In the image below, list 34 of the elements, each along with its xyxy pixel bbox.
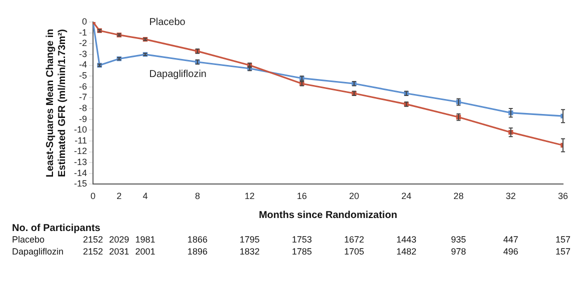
text: No. of Participants bbox=[12, 222, 101, 234]
y-tick-label: -8 bbox=[78, 102, 88, 113]
x-tick-label: 4 bbox=[142, 191, 148, 202]
y-tick-label: -11 bbox=[74, 135, 88, 146]
x-tick-label: 2 bbox=[116, 191, 122, 202]
y-tick-label: -9 bbox=[78, 114, 88, 124]
y-tick-label: -5 bbox=[78, 70, 88, 81]
y-tick-label: -15 bbox=[74, 178, 88, 189]
x-tick-label: 12 bbox=[244, 191, 255, 202]
y-tick-label: -14 bbox=[74, 168, 88, 178]
x-tick-label: 8 bbox=[194, 191, 200, 202]
x-tick-label: 0 bbox=[90, 191, 96, 202]
y-tick-label: -6 bbox=[78, 81, 88, 92]
y-tick-label: -7 bbox=[78, 92, 88, 102]
x-tick-label: 16 bbox=[296, 191, 307, 202]
series-label: Placebo bbox=[149, 17, 186, 28]
x-tick-label: 28 bbox=[454, 191, 464, 202]
y-tick-label: -3 bbox=[78, 48, 88, 59]
y-tick-label: -1 bbox=[78, 27, 88, 38]
text: Placebo 2152 2029 1981 1866 1795 1753 1672 1443 935 447 157 bbox=[12, 234, 571, 245]
series-label: Dapagliflozin bbox=[149, 69, 206, 80]
x-tick-label: 32 bbox=[506, 191, 516, 202]
y-tick-label: -4 bbox=[78, 60, 88, 70]
y-axis-title: Least-Squares Mean Change in Estimated GFR (ml/min/1.73m²) bbox=[44, 28, 68, 178]
x-tick-label: 24 bbox=[401, 191, 412, 202]
y-tick-label: -10 bbox=[74, 124, 88, 135]
y-tick-label: -12 bbox=[74, 146, 88, 156]
text: Dapagliflozin 2152 2031 2001 1896 1832 1785 1705 1482 978 496 157 bbox=[12, 246, 571, 257]
x-axis-title: Months since Randomization bbox=[258, 210, 398, 221]
y-tick-label: -2 bbox=[78, 38, 88, 48]
y-tick-label: -13 bbox=[74, 157, 88, 168]
x-tick-label: 36 bbox=[558, 191, 568, 202]
y-tick-label: 0 bbox=[82, 16, 88, 26]
x-tick-label: 20 bbox=[349, 191, 360, 202]
